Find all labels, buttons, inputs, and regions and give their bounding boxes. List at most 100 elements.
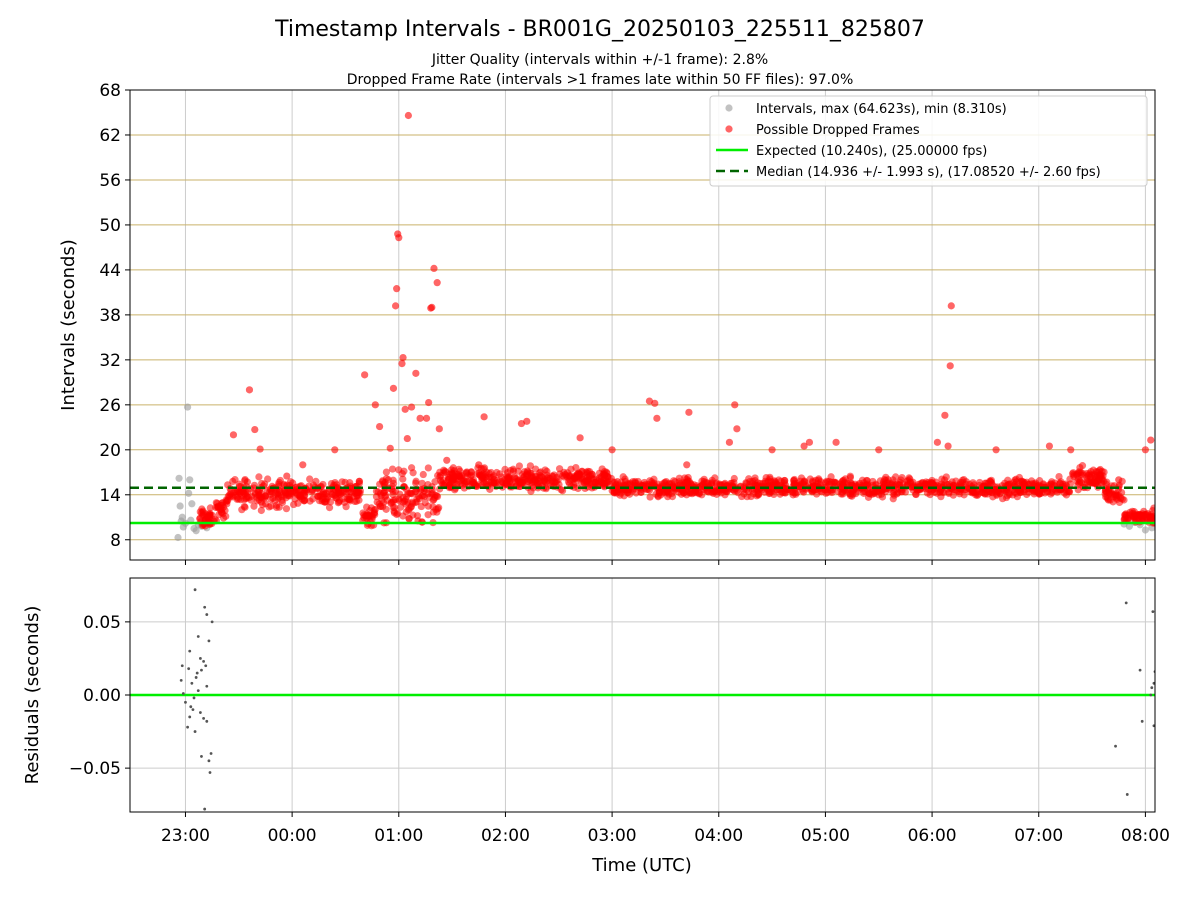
dropped-outlier-point <box>395 234 403 242</box>
bottom-xtick-label: 08:00 <box>1121 826 1170 846</box>
dropped-point <box>1092 480 1100 488</box>
bottom-xtick-label: 04:00 <box>694 826 743 846</box>
dropped-point <box>420 487 428 495</box>
dropped-outlier-point <box>947 302 955 310</box>
dropped-point <box>535 479 544 487</box>
dropped-point <box>370 506 378 514</box>
chart-title: Timestamp Intervals - BR001G_20250103_22… <box>274 17 925 42</box>
dropped-point <box>250 502 258 510</box>
bottom-xtick-label: 06:00 <box>908 826 957 846</box>
dropped-outlier-point <box>832 438 840 446</box>
dropped-point <box>876 477 884 485</box>
dropped-point <box>325 504 334 512</box>
dropped-point <box>275 480 283 488</box>
dropped-point <box>494 478 502 487</box>
interval-point <box>178 513 186 521</box>
top-ytick-label: 50 <box>99 216 121 236</box>
dropped-point <box>223 500 231 508</box>
dropped-outlier-point <box>941 411 949 419</box>
top-ytick-label: 14 <box>99 486 121 506</box>
dropped-point <box>940 476 949 484</box>
dropped-point <box>1036 477 1044 485</box>
dropped-point <box>588 474 596 483</box>
residual-point <box>188 715 192 719</box>
bottom-xtick-label: 03:00 <box>588 826 637 846</box>
legend-intervals-marker <box>725 104 733 112</box>
interval-point <box>1125 522 1134 530</box>
dropped-point <box>455 472 463 480</box>
dropped-outlier-point <box>430 264 438 273</box>
bottom-y-axis-label: Residuals (seconds) <box>22 606 43 785</box>
dropped-point <box>670 483 678 492</box>
dropped-point <box>818 488 826 496</box>
dropped-point <box>889 489 897 498</box>
dropped-point <box>461 477 470 486</box>
dropped-point <box>484 480 492 489</box>
dropped-point <box>421 498 429 507</box>
dropped-point <box>253 497 261 505</box>
dropped-point <box>823 477 831 485</box>
dropped-point <box>233 493 241 501</box>
interval-point <box>175 474 183 482</box>
dropped-point <box>800 478 808 486</box>
residual-point <box>192 696 196 700</box>
dropped-point <box>1036 487 1044 495</box>
residual-point <box>179 678 183 682</box>
dropped-outlier-point <box>875 446 883 454</box>
dropped-outlier-point <box>331 446 339 454</box>
bottom-frame <box>129 577 1156 813</box>
dropped-point <box>524 477 532 486</box>
dropped-point <box>969 479 977 487</box>
legend-entry-label: Median (14.936 +/- 1.993 s), (17.08520 +… <box>756 165 1101 180</box>
dropped-point <box>395 497 404 505</box>
top-frame <box>129 89 1156 561</box>
dropped-outlier-point <box>800 442 808 450</box>
residual-point <box>209 752 213 755</box>
dropped-outlier-point <box>245 386 254 394</box>
dropped-point <box>924 481 932 489</box>
residual-point <box>205 613 209 616</box>
residual-point <box>196 635 200 638</box>
residual-point <box>198 711 202 714</box>
dropped-point <box>342 503 350 511</box>
dropped-outlier-point <box>1067 446 1075 454</box>
dropped-point <box>450 467 458 475</box>
dropped-point <box>1128 507 1136 515</box>
dropped-point <box>675 474 683 482</box>
residual-point <box>1152 724 1155 728</box>
dropped-point <box>983 490 992 498</box>
dropped-point <box>436 468 444 476</box>
dropped-point <box>526 469 534 477</box>
dropped-point <box>238 506 246 514</box>
dropped-outlier-point <box>731 401 739 409</box>
residual-point <box>210 620 214 624</box>
dropped-point <box>243 494 251 502</box>
dropped-point <box>662 488 671 496</box>
dropped-point <box>1084 472 1092 480</box>
dropped-point <box>196 508 204 516</box>
dropped-point <box>1023 478 1031 486</box>
dropped-point <box>496 470 504 478</box>
dropped-point <box>830 479 839 487</box>
dropped-point <box>1151 512 1155 520</box>
dropped-point <box>572 463 580 472</box>
dropped-outlier-point <box>1141 446 1150 454</box>
residual-point <box>203 605 207 609</box>
dropped-point <box>501 465 509 473</box>
dropped-outlier-point <box>229 431 238 439</box>
dropped-point <box>272 501 281 509</box>
dropped-point <box>363 512 371 520</box>
dropped-point <box>390 509 399 517</box>
dropped-point <box>490 472 498 480</box>
bottom-ytick-label: −0.05 <box>69 759 121 779</box>
top-ytick-label: 44 <box>99 261 121 281</box>
residuals-panel: 23:00 00:00 01:00 02:00 03:00 04:00 05:00 06:00… <box>69 577 1170 846</box>
top-ytick-label: 68 <box>99 81 121 101</box>
residual-point <box>202 659 205 663</box>
dropped-outlier-point <box>946 362 954 370</box>
dropped-point <box>862 476 871 485</box>
dropped-outlier-point <box>480 413 488 421</box>
interval-point <box>186 476 194 484</box>
dropped-outlier-point <box>299 461 307 469</box>
dropped-point <box>1064 487 1073 495</box>
